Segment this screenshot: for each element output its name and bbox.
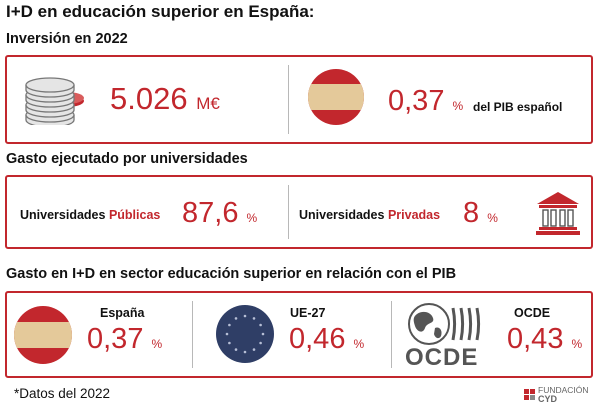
private-value: 8 (463, 197, 480, 229)
investment-unit: M€ (196, 94, 220, 113)
public-word: Públicas (108, 208, 161, 222)
eu-unit: % (353, 337, 365, 351)
private-word: Privadas (387, 208, 441, 222)
oecd-value: 0,43 (507, 323, 564, 355)
spain-label: España (100, 306, 145, 320)
spain-flag-icon (308, 69, 364, 125)
brand-mark-icon (524, 389, 535, 400)
spain-unit: % (151, 337, 163, 351)
university-building-icon (536, 192, 580, 235)
investment-panel: 5.026 M€ 0,37 % del PIB español (5, 55, 593, 144)
gdp-unit: % (452, 99, 464, 113)
private-unit: % (487, 211, 498, 225)
public-value: 87,6 (182, 197, 239, 229)
public-value-group: 87,6 % (182, 199, 257, 228)
oecd-logo-text: OCDE (405, 344, 479, 371)
section-title-spending: Gasto ejecutado por universidades (6, 151, 248, 167)
brand-line1: FUNDACIÓN (538, 385, 589, 395)
section-title-gdp-comparison: Gasto en I+D en sector educación superio… (6, 266, 457, 282)
eu-value-group: 0,46 % (289, 325, 364, 354)
gdp-value-group: 0,37 % (388, 87, 463, 116)
coins-icon (25, 77, 84, 125)
divider (288, 185, 289, 239)
spain-flag-icon (14, 306, 72, 364)
private-value-group: 8 % (463, 199, 498, 228)
gdp-comparison-panel: España 0,37 % UE-27 0,46 % OCDE OCDE (5, 291, 593, 378)
investment-value-group: 5.026 M€ (110, 83, 220, 114)
university-spending-panel: Universidades Públicas 87,6 % Universida… (5, 175, 593, 249)
spain-value: 0,37 (87, 323, 144, 355)
oecd-logo: OCDE (405, 302, 487, 372)
section-title-investment: Inversión en 2022 (6, 31, 128, 47)
eu-flag-icon (216, 305, 274, 363)
investment-value: 5.026 (110, 81, 188, 116)
oecd-label: OCDE (514, 306, 551, 320)
globe-icon (408, 303, 480, 345)
eu-label: UE-27 (290, 306, 326, 320)
divider (192, 301, 193, 368)
footnote: *Datos del 2022 (14, 386, 111, 401)
divider (391, 301, 392, 368)
eu-value: 0,46 (289, 323, 346, 355)
public-universities-label: Universidades Públicas (20, 208, 160, 222)
gdp-value: 0,37 (388, 85, 445, 117)
public-unit: % (246, 211, 258, 225)
private-universities-label: Universidades Privadas (299, 208, 440, 222)
brand-line2: CYD (538, 394, 558, 404)
page-title: I+D en educación superior en España: (6, 2, 315, 21)
spain-value-group: 0,37 % (87, 325, 162, 354)
oecd-value-group: 0,43 % (507, 325, 582, 354)
divider (288, 65, 289, 134)
public-prefix: Universidades (20, 208, 109, 222)
private-prefix: Universidades (299, 208, 388, 222)
oecd-unit: % (571, 337, 583, 351)
gdp-label: del PIB español (473, 100, 563, 114)
